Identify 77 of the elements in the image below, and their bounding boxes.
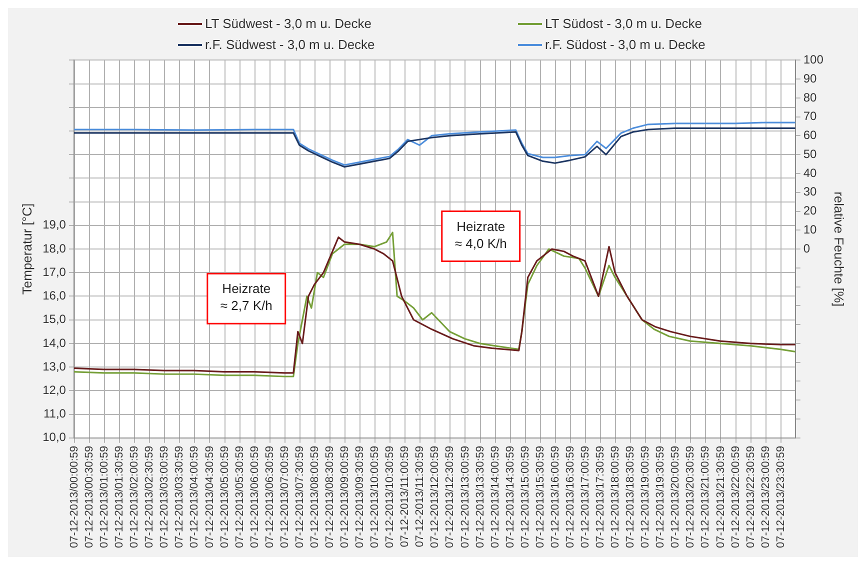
y-tick-label: 19,0 xyxy=(42,218,66,232)
y-axis-title: Temperatur [°C] xyxy=(19,203,34,295)
x-tick-label: 07-12-2013/20:00:59 xyxy=(670,446,682,548)
x-tick-label: 07-12-2013/18:00:59 xyxy=(610,446,622,548)
legend-label: LT Südwest - 3,0 m u. Decke xyxy=(205,16,372,31)
x-tick-label: 07-12-2013/14:30:59 xyxy=(504,446,516,548)
x-tick-label: 07-12-2013/17:30:59 xyxy=(594,446,607,548)
x-tick-label: 07-12-2013/10:00:59 xyxy=(369,446,382,548)
y2-tick-label: 50 xyxy=(803,146,818,161)
x-tick-label: 07-12-2013/04:00:59 xyxy=(188,446,201,548)
x-tick-label: 07-12-2013/07:30:59 xyxy=(294,446,306,548)
x-tick-label: 07-12-2013/23:30:59 xyxy=(774,446,787,548)
y-tick-label: 18,0 xyxy=(42,241,66,256)
x-tick-label: 07-12-2013/21:00:59 xyxy=(700,446,712,548)
y-tick-label: 14,0 xyxy=(42,336,66,350)
annotation: Heizrate ≈ 2,7 K/h xyxy=(220,281,272,314)
x-tick-label: 07-12-2013/03:30:59 xyxy=(174,446,186,548)
x-tick-label: 07-12-2013/02:30:59 xyxy=(144,446,156,548)
x-tick-label: 07-12-2013/09:30:59 xyxy=(354,446,366,548)
legend-label: r.F. Südost - 3,0 m u. Decke xyxy=(545,37,706,52)
x-tick-label: 07-12-2013/02:00:59 xyxy=(128,446,141,548)
x-tick-label: 07-12-2013/08:30:59 xyxy=(324,446,336,548)
x-tick-label: 07-12-2013/01:30:59 xyxy=(114,446,126,548)
x-tick-label: 07-12-2013/14:00:59 xyxy=(489,446,502,548)
x-tick-label: 07-12-2013/05:30:59 xyxy=(234,446,246,548)
x-tick-label: 07-12-2013/20:30:59 xyxy=(684,446,697,548)
x-tick-label: 07-12-2013/11:30:59 xyxy=(414,446,426,548)
y-tick-label: 16,0 xyxy=(42,288,66,303)
x-tick-label: 07-12-2013/06:00:59 xyxy=(248,446,261,548)
x-tick-label: 07-12-2013/18:30:59 xyxy=(624,446,637,548)
y-tick-label: 11,0 xyxy=(43,406,66,421)
y2-tick-label: 70 xyxy=(803,109,818,124)
x-tick-label: 07-12-2013/03:00:59 xyxy=(158,446,171,548)
x-tick-label: 07-12-2013/23:00:59 xyxy=(760,446,772,548)
y2-tick-label: 80 xyxy=(803,90,818,104)
x-tick-label: 07-12-2013/21:30:59 xyxy=(714,446,727,548)
y2-tick-label: 90 xyxy=(803,71,818,86)
x-tick-label: 07-12-2013/05:00:59 xyxy=(218,446,231,548)
x-tick-label: 07-12-2013/19:30:59 xyxy=(654,446,667,548)
x-tick-label: 07-12-2013/00:00:59 xyxy=(68,446,80,548)
y-tick-label: 10,0 xyxy=(42,430,66,444)
y2-axis-title: relative Feuchte [%] xyxy=(832,192,847,306)
x-tick-label: 07-12-2013/04:30:59 xyxy=(204,446,216,548)
x-tick-label: 07-12-2013/01:00:59 xyxy=(98,446,111,548)
x-tick-label: 07-12-2013/12:30:59 xyxy=(444,446,456,548)
x-tick-label: 07-12-2013/22:00:59 xyxy=(730,446,742,548)
x-tick-label: 07-12-2013/09:00:59 xyxy=(339,446,352,548)
y-tick-label: 13,0 xyxy=(42,359,66,374)
x-tick-label: 07-12-2013/06:30:59 xyxy=(264,446,276,548)
y2-tick-label: 40 xyxy=(803,166,818,180)
x-tick-label: 07-12-2013/16:00:59 xyxy=(549,446,562,548)
x-tick-label: 07-12-2013/17:00:59 xyxy=(579,446,592,548)
x-tick-label: 07-12-2013/13:30:59 xyxy=(474,446,486,548)
annotation: Heizrate ≈ 4,0 K/h xyxy=(454,218,507,251)
x-tick-label: 07-12-2013/22:30:59 xyxy=(744,446,757,548)
y2-tick-label: 0 xyxy=(803,241,810,256)
x-tick-label: 07-12-2013/13:00:59 xyxy=(459,446,472,548)
y-tick-label: 15,0 xyxy=(42,312,66,326)
x-tick-label: 07-12-2013/12:00:59 xyxy=(429,446,442,548)
x-tick-label: 07-12-2013/00:30:59 xyxy=(84,446,96,548)
y2-tick-label: 30 xyxy=(803,184,818,199)
x-tick-label: 07-12-2013/08:00:59 xyxy=(308,446,321,548)
legend-label: LT Südost - 3,0 m u. Decke xyxy=(545,16,702,31)
y2-tick-label: 60 xyxy=(803,128,818,142)
legend-label: r.F. Südwest - 3,0 m u. Decke xyxy=(205,37,375,52)
x-tick-label: 07-12-2013/19:00:59 xyxy=(640,446,652,548)
x-tick-label: 07-12-2013/15:00:59 xyxy=(519,446,532,548)
x-tick-label: 07-12-2013/15:30:59 xyxy=(534,446,546,548)
x-tick-label: 07-12-2013/11:00:59 xyxy=(399,446,412,548)
y2-tick-label: 20 xyxy=(803,204,818,218)
x-tick-label: 07-12-2013/07:00:59 xyxy=(278,446,291,548)
y2-tick-label: 100 xyxy=(803,52,824,67)
y2-tick-label: 10 xyxy=(803,222,818,236)
y-tick-label: 12,0 xyxy=(42,382,66,397)
y-tick-label: 17,0 xyxy=(42,264,66,279)
x-tick-label: 07-12-2013/16:30:59 xyxy=(564,446,576,548)
x-tick-label: 07-12-2013/10:30:59 xyxy=(384,446,396,548)
